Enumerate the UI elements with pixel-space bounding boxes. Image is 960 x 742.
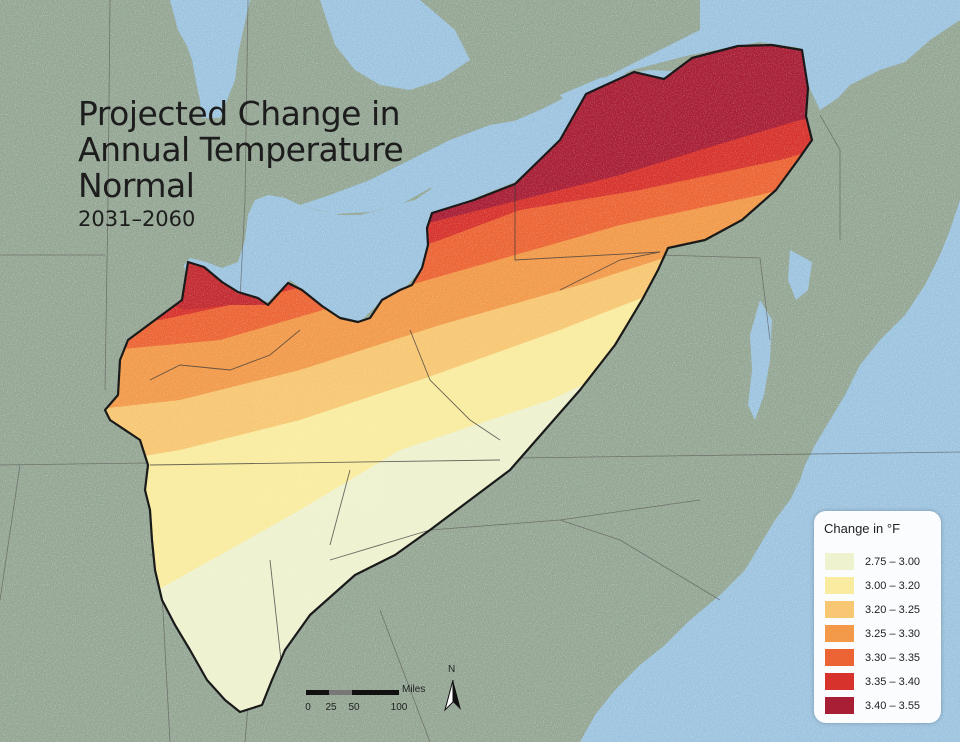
legend-swatch xyxy=(825,697,854,714)
appalachian-region-outline xyxy=(103,43,814,714)
legend-swatch xyxy=(825,625,854,642)
map-subtitle: 2031–2060 xyxy=(78,207,196,231)
scale-tick: 0 xyxy=(305,702,311,713)
legend-item: 3.30 – 3.35 xyxy=(825,647,920,668)
scale-tick: 100 xyxy=(390,702,408,713)
scale-tick: 25 xyxy=(325,702,337,713)
legend-item: 3.25 – 3.30 xyxy=(825,623,920,644)
legend-item: 3.00 – 3.20 xyxy=(825,575,920,596)
title-line-1: Projected Change in xyxy=(78,94,401,133)
scale-bar-graphic xyxy=(306,690,399,695)
scale-tick: 50 xyxy=(348,702,360,713)
title-line-3: Normal xyxy=(78,166,195,205)
legend-label: 3.40 – 3.55 xyxy=(865,699,921,712)
map-title: Projected Change in Annual Temperature N… xyxy=(78,94,404,232)
north-arrow-icon xyxy=(444,679,461,712)
legend-swatch xyxy=(825,553,854,570)
legend-label: 3.25 – 3.30 xyxy=(865,627,921,640)
legend-swatch xyxy=(825,673,854,690)
legend-label: 3.00 – 3.20 xyxy=(865,579,921,592)
legend-items: 2.75 – 3.00 3.00 – 3.20 3.20 – 3.25 3.25… xyxy=(825,551,920,719)
legend-label: 3.35 – 3.40 xyxy=(865,675,921,688)
legend-label: 3.20 – 3.25 xyxy=(865,603,921,616)
legend-label: 3.30 – 3.35 xyxy=(865,651,921,664)
legend-item: 3.40 – 3.55 xyxy=(825,695,920,716)
legend: Change in °F 2.75 – 3.00 3.00 – 3.20 3.2… xyxy=(814,511,941,723)
legend-item: 3.20 – 3.25 xyxy=(825,599,920,620)
north-label: N xyxy=(448,664,456,675)
legend-swatch xyxy=(825,649,854,666)
legend-item: 3.35 – 3.40 xyxy=(825,671,920,692)
legend-swatch xyxy=(825,601,854,618)
legend-title: Change in °F xyxy=(824,521,901,536)
legend-item: 2.75 – 3.00 xyxy=(825,551,920,572)
scale-units: Miles xyxy=(402,684,426,695)
legend-label: 2.75 – 3.00 xyxy=(865,555,921,568)
legend-swatch xyxy=(825,577,854,594)
title-line-2: Annual Temperature xyxy=(78,130,404,169)
north-arrow: N xyxy=(442,664,462,714)
